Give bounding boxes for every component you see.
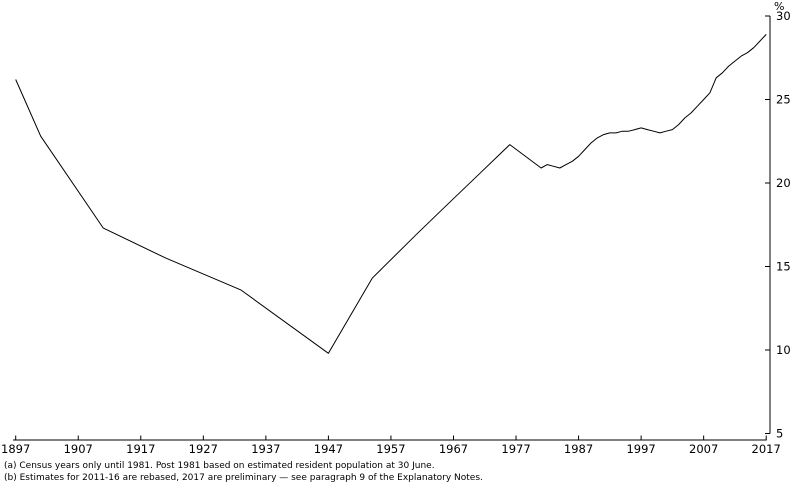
y-tick-label: 10 [776, 343, 791, 357]
y-axis-unit-label: % [774, 0, 784, 13]
y-tick-label: 15 [776, 260, 791, 274]
y-tick-label: 25 [776, 93, 791, 107]
x-tick-label: 1997 [626, 442, 655, 456]
y-tick-label: 5 [776, 427, 783, 441]
footnote-a: (a) Census years only until 1981. Post 1… [4, 461, 435, 471]
x-tick-label: 1977 [501, 442, 530, 456]
x-tick-label: 1927 [189, 442, 218, 456]
y-tick-label: 30 [776, 9, 791, 23]
footnote-b: (b) Estimates for 2011-16 are rebased, 2… [4, 473, 483, 483]
data-line [15, 34, 767, 354]
x-tick-label: 2017 [752, 442, 781, 456]
x-tick-label: 1897 [1, 442, 30, 456]
x-tick-label: 1937 [251, 442, 280, 456]
x-tick-label: 2007 [689, 442, 718, 456]
footnotes: (a) Census years only until 1981. Post 1… [4, 460, 483, 484]
x-tick-label: 1987 [564, 442, 593, 456]
x-tick-label: 1907 [64, 442, 93, 456]
line-chart: 1897 1907 1917 1927 1937 1947 1957 1967 1977 1987… [1, 0, 791, 456]
x-tick-label: 1917 [126, 442, 155, 456]
x-tick-label: 1957 [376, 442, 405, 456]
x-tick-label: 1967 [439, 442, 468, 456]
y-tick-label: 20 [776, 176, 791, 190]
x-tick-label: 1947 [314, 442, 343, 456]
